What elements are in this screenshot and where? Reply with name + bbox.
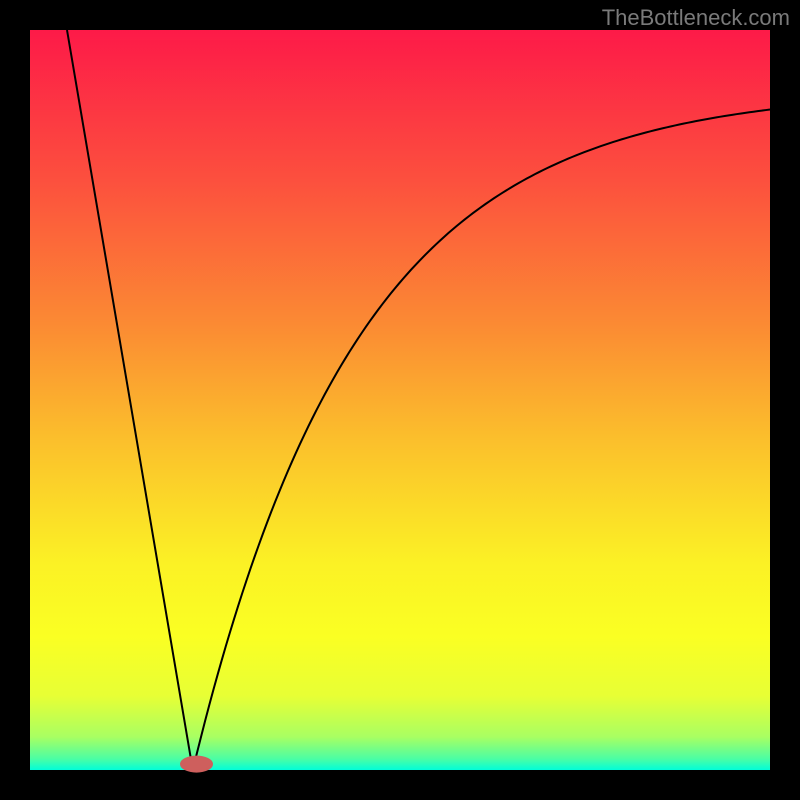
watermark-text: TheBottleneck.com [602,5,790,31]
plot-background-gradient [30,30,770,770]
chart-svg [0,0,800,800]
figure-root: TheBottleneck.com [0,0,800,800]
min-marker [181,756,213,772]
